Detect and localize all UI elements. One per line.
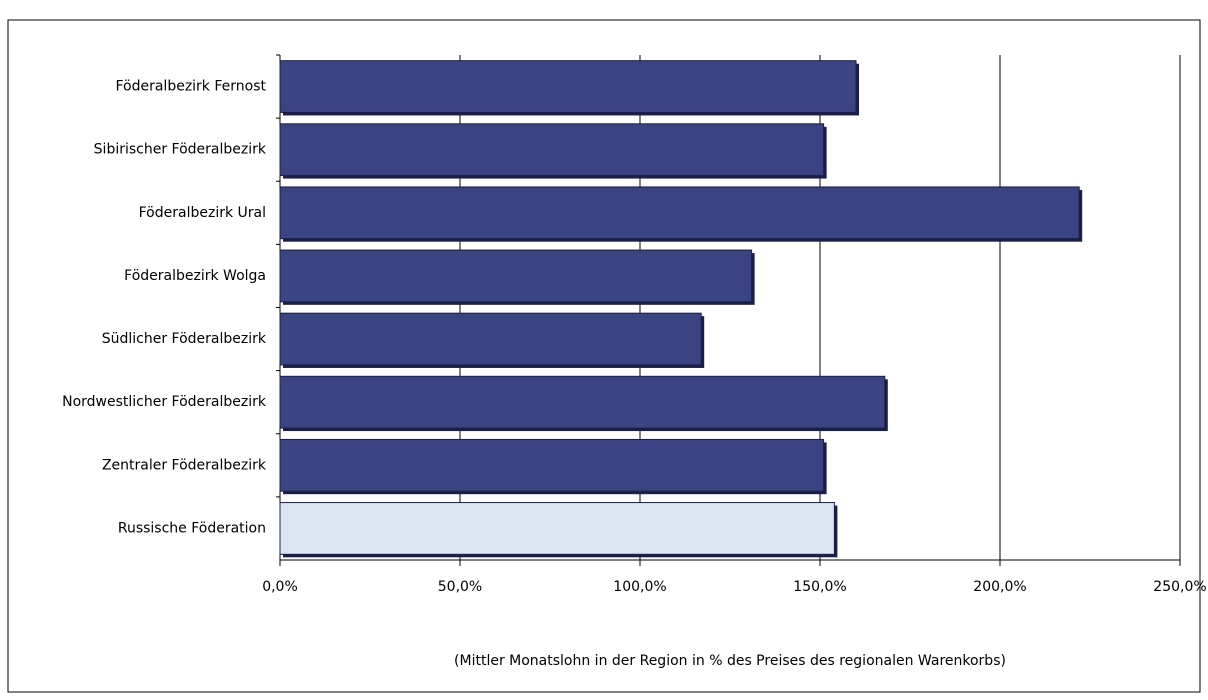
x-tick-label: 250,0% <box>1153 579 1206 595</box>
bar <box>279 60 857 113</box>
x-tick-label: 0,0% <box>262 579 298 595</box>
y-tick-label: Nordwestlicher Föderalbezirk <box>62 394 267 410</box>
bar <box>279 375 886 429</box>
y-tick-label: Südlicher Föderalbezirk <box>102 331 267 347</box>
y-tick-label: Föderalbezirk Fernost <box>115 79 266 95</box>
bar <box>279 312 702 366</box>
x-tick-label: 200,0% <box>973 579 1026 595</box>
x-tick-label: 50,0% <box>438 579 482 595</box>
bar <box>279 438 825 492</box>
bar <box>279 123 825 177</box>
y-tick-label: Russische Föderation <box>118 520 266 536</box>
y-tick-label: Föderalbezirk Wolga <box>124 268 266 284</box>
x-tick-label: 100,0% <box>613 579 666 595</box>
bar <box>279 249 753 303</box>
y-tick-label: Föderalbezirk Ural <box>139 205 266 221</box>
bar <box>279 186 1080 240</box>
y-tick-label: Sibirischer Föderalbezirk <box>94 142 267 158</box>
bar <box>279 502 835 555</box>
x-axis-label: (Mittler Monatslohn in der Region in % d… <box>454 653 1006 669</box>
x-tick-label: 150,0% <box>793 579 846 595</box>
y-tick-label: Zentraler Föderalbezirk <box>102 457 267 473</box>
